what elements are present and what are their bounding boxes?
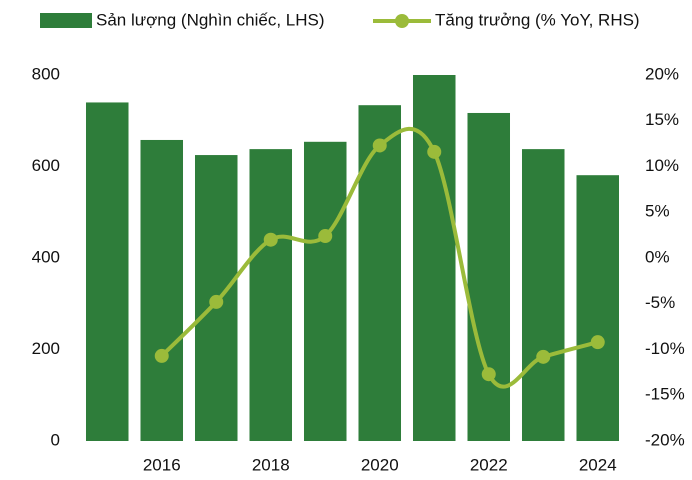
bar: [249, 149, 293, 442]
y2-tick-label: -10%: [645, 339, 685, 358]
bar: [303, 141, 347, 442]
legend-swatch: [395, 14, 409, 28]
y2-tick-label: 10%: [645, 156, 679, 175]
line-marker: [590, 335, 605, 350]
line-marker: [154, 348, 169, 363]
x-tick-label: 2024: [579, 455, 617, 474]
y-tick-label: 0: [51, 430, 60, 449]
legend-label: Sản lượng (Nghìn chiếc, LHS): [96, 10, 325, 29]
line-marker: [209, 294, 224, 309]
legend-label: Tăng trưởng (% YoY, RHS): [435, 10, 640, 29]
y2-tick-label: 5%: [645, 202, 670, 221]
y2-tick-label: 0%: [645, 247, 670, 266]
y2-tick-label: -5%: [645, 293, 675, 312]
bar: [140, 139, 184, 441]
x-tick-label: 2020: [361, 455, 399, 474]
y-tick-label: 400: [32, 247, 60, 266]
line-marker: [536, 349, 551, 364]
x-tick-label: 2022: [470, 455, 508, 474]
y2-tick-label: 15%: [645, 110, 679, 129]
legend-swatch: [40, 13, 92, 28]
line-marker: [318, 229, 333, 244]
y2-tick-label: 20%: [645, 64, 679, 83]
bar: [576, 175, 620, 441]
bar: [85, 102, 129, 441]
line-marker: [263, 232, 278, 247]
line-marker: [427, 144, 442, 159]
y-tick-label: 600: [32, 156, 60, 175]
bar: [358, 105, 402, 441]
bar: [412, 75, 456, 441]
y2-tick-label: -15%: [645, 385, 685, 404]
y2-tick-label: -20%: [645, 430, 685, 449]
x-tick-label: 2016: [143, 455, 181, 474]
line: [160, 127, 599, 389]
bar: [521, 149, 565, 442]
bar: [467, 112, 511, 441]
line-marker: [481, 367, 496, 382]
y-tick-label: 200: [32, 339, 60, 358]
y-tick-label: 800: [32, 64, 60, 83]
x-tick-label: 2018: [252, 455, 290, 474]
line-marker: [372, 138, 387, 153]
